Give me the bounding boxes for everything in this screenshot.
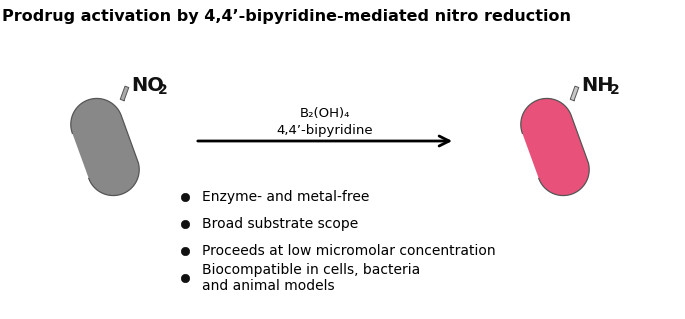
Polygon shape	[521, 99, 589, 196]
Text: Proceeds at low micromolar concentration: Proceeds at low micromolar concentration	[202, 244, 496, 258]
Polygon shape	[71, 99, 139, 196]
Text: 2: 2	[158, 83, 168, 97]
Text: 4,4’-bipyridine: 4,4’-bipyridine	[277, 124, 373, 137]
Text: Biocompatible in cells, bacteria
and animal models: Biocompatible in cells, bacteria and ani…	[202, 263, 421, 293]
Polygon shape	[570, 86, 579, 101]
Text: Prodrug activation by 4,4’-bipyridine-mediated nitro reduction: Prodrug activation by 4,4’-bipyridine-me…	[2, 9, 571, 24]
Text: NO: NO	[131, 76, 164, 95]
Polygon shape	[121, 86, 129, 101]
Text: Enzyme- and metal-free: Enzyme- and metal-free	[202, 190, 369, 204]
Text: 2: 2	[610, 83, 620, 97]
Text: B₂(OH)₄: B₂(OH)₄	[300, 108, 350, 121]
Text: NH: NH	[581, 76, 613, 95]
Text: Broad substrate scope: Broad substrate scope	[202, 217, 358, 231]
